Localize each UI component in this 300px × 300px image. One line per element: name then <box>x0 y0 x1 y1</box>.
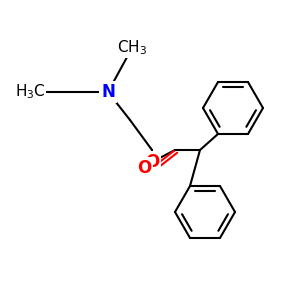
Text: $\mathregular{H_3C}$: $\mathregular{H_3C}$ <box>15 82 45 101</box>
Text: O: O <box>145 153 159 171</box>
Text: $\mathregular{CH_3}$: $\mathregular{CH_3}$ <box>117 39 147 57</box>
Text: N: N <box>101 83 115 101</box>
Text: O: O <box>137 159 151 177</box>
